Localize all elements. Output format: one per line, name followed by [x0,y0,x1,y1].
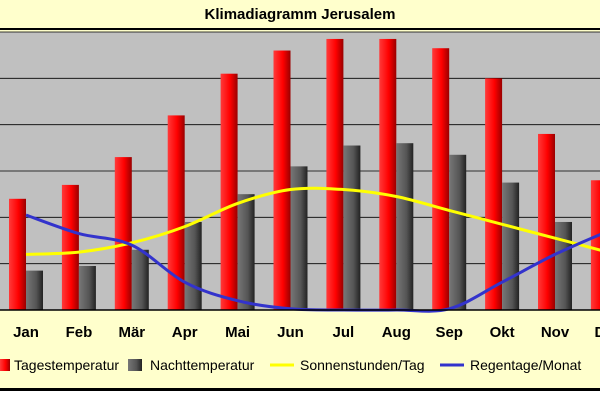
bar-nachttemperatur [131,249,149,310]
x-tick-label: Jul [333,324,355,341]
bar-tagestemperatur [273,50,291,311]
legend-label-nachttemperatur: Nachttemperatur [150,357,255,373]
bottom-rule [0,388,600,400]
legend-label-regentage: Regentage/Monat [470,357,581,373]
chart-title: Klimadiagramm Jerusalem [204,5,396,23]
bar-tagestemperatur [220,73,238,310]
legend-swatch-nachttemperatur [128,359,142,371]
bar-tagestemperatur [432,48,450,310]
bar-tagestemperatur [61,184,79,310]
x-tick-label: Feb [66,324,93,341]
bar-tagestemperatur [538,133,555,310]
x-tick-label: Aug [382,324,411,341]
bar-nachttemperatur [237,194,255,310]
bar-nachttemperatur [449,154,467,310]
bar-tagestemperatur [326,38,344,310]
bar-tagestemperatur [167,115,185,311]
bar-nachttemperatur [343,145,361,310]
bar-tagestemperatur [114,157,132,310]
x-tick-label: Sep [435,324,463,341]
bar-nachttemperatur [502,182,520,310]
bar-nachttemperatur [26,270,43,310]
legend-swatch-tagestemperatur [0,359,10,371]
bar-tagestemperatur [485,78,503,310]
x-tick-label: Mai [225,324,250,341]
x-tick-label: Okt [490,324,515,341]
bar-tagestemperatur [379,38,397,310]
x-tick-label: Jun [277,324,304,341]
bar-nachttemperatur [396,143,414,310]
legend-label-tagestemperatur: Tagestemperatur [14,357,119,373]
x-tick-label: Jan [13,324,39,341]
bar-nachttemperatur [555,221,572,310]
x-tick-label: Apr [172,324,198,341]
bar-nachttemperatur [78,265,96,310]
chart-title-box: Klimadiagramm Jerusalem [0,0,600,30]
x-tick-label: Mär [118,324,145,341]
bar-tagestemperatur [9,198,26,310]
bar-tagestemperatur [590,180,600,310]
x-tick-label: Dez [595,324,600,341]
x-tick-label: Nov [541,324,570,341]
bar-nachttemperatur [290,166,308,310]
bar-nachttemperatur [184,221,202,310]
legend-label-sonnenstunden: Sonnenstunden/Tag [300,357,425,373]
